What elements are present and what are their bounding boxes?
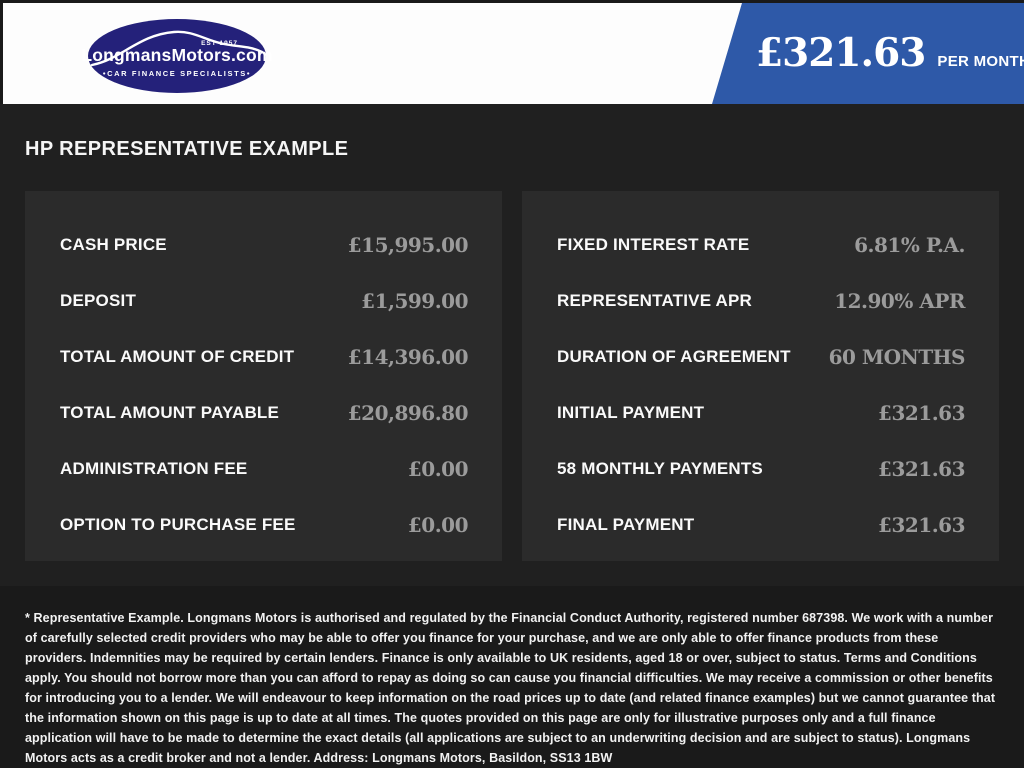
row-label: FINAL PAYMENT	[557, 515, 695, 534]
row-value: 6.81% P.A.	[854, 233, 965, 257]
row-value: 60 MONTHS	[828, 345, 966, 369]
row-value: £321.63	[878, 457, 965, 481]
finance-row-deposit: DEPOSIT £1,599.00	[60, 273, 468, 329]
row-value: £1,599.00	[361, 289, 468, 313]
finance-row-total-payable: TOTAL AMOUNT PAYABLE £20,896.80	[60, 385, 469, 441]
row-value: 12.90% APR	[834, 289, 965, 313]
monthly-price: £321.63	[756, 30, 926, 76]
finance-row-duration: DURATION OF AGREEMENT 60 MONTHS	[557, 329, 966, 385]
row-label: DEPOSIT	[60, 291, 137, 310]
row-value: £15,995.00	[347, 233, 469, 257]
monthly-price-period: PER MONTH*	[937, 53, 1024, 70]
row-value: £0.00	[407, 457, 469, 481]
finance-panel-right: FIXED INTEREST RATE 6.81% P.A. REPRESENT…	[522, 191, 999, 561]
row-label: 58 MONTHLY PAYMENTS	[557, 459, 763, 478]
finance-row-final-payment: FINAL PAYMENT £321.63	[557, 497, 965, 553]
finance-row-interest-rate: FIXED INTEREST RATE 6.81% P.A.	[557, 217, 965, 273]
row-label: DURATION OF AGREEMENT	[557, 347, 791, 366]
finance-panel-left: CASH PRICE £15,995.00 DEPOSIT £1,599.00 …	[25, 191, 502, 561]
finance-row-initial-payment: INITIAL PAYMENT £321.63	[557, 385, 965, 441]
finance-example-section: HP REPRESENTATIVE EXAMPLE CASH PRICE £15…	[0, 104, 1024, 586]
price-badge: £321.63 PER MONTH*	[712, 3, 1024, 104]
row-label: FIXED INTEREST RATE	[557, 235, 750, 254]
finance-row-total-credit: TOTAL AMOUNT OF CREDIT £14,396.00	[60, 329, 469, 385]
row-label: REPRESENTATIVE APR	[557, 291, 753, 310]
top-border	[0, 0, 1024, 3]
row-value: £14,396.00	[347, 345, 469, 369]
disclaimer-text: * Representative Example. Longmans Motor…	[25, 611, 996, 765]
logo-est-text: EST 1957	[201, 40, 238, 47]
logo[interactable]: EST 1957 LongmansMotors.com •CAR FINANCE…	[81, 19, 272, 93]
finance-row-admin-fee: ADMINISTRATION FEE £0.00	[60, 441, 469, 497]
logo-tagline-text: •CAR FINANCE SPECIALISTS•	[102, 69, 252, 78]
row-value: £321.63	[878, 401, 965, 425]
finance-row-apr: REPRESENTATIVE APR 12.90% APR	[557, 273, 965, 329]
finance-row-purchase-fee: OPTION TO PURCHASE FEE £0.00	[60, 497, 469, 553]
row-label: TOTAL AMOUNT OF CREDIT	[60, 347, 295, 366]
row-value: £0.00	[407, 513, 469, 537]
row-label: INITIAL PAYMENT	[557, 403, 705, 422]
finance-panels: CASH PRICE £15,995.00 DEPOSIT £1,599.00 …	[25, 191, 999, 561]
row-label: CASH PRICE	[60, 235, 167, 254]
row-label: ADMINISTRATION FEE	[60, 459, 248, 478]
car-silhouette-icon	[90, 30, 264, 67]
finance-row-monthly-payments: 58 MONTHLY PAYMENTS £321.63	[557, 441, 965, 497]
row-value: £20,896.80	[347, 401, 469, 425]
row-label: TOTAL AMOUNT PAYABLE	[60, 403, 280, 422]
header: EST 1957 LongmansMotors.com •CAR FINANCE…	[0, 3, 1024, 104]
logo-name-text: LongmansMotors.com	[81, 45, 273, 65]
row-label: OPTION TO PURCHASE FEE	[60, 515, 296, 534]
row-value: £321.63	[878, 513, 965, 537]
finance-row-cash-price: CASH PRICE £15,995.00	[60, 217, 469, 273]
page-title: HP REPRESENTATIVE EXAMPLE	[25, 138, 349, 160]
footer: * Representative Example. Longmans Motor…	[0, 586, 1024, 768]
